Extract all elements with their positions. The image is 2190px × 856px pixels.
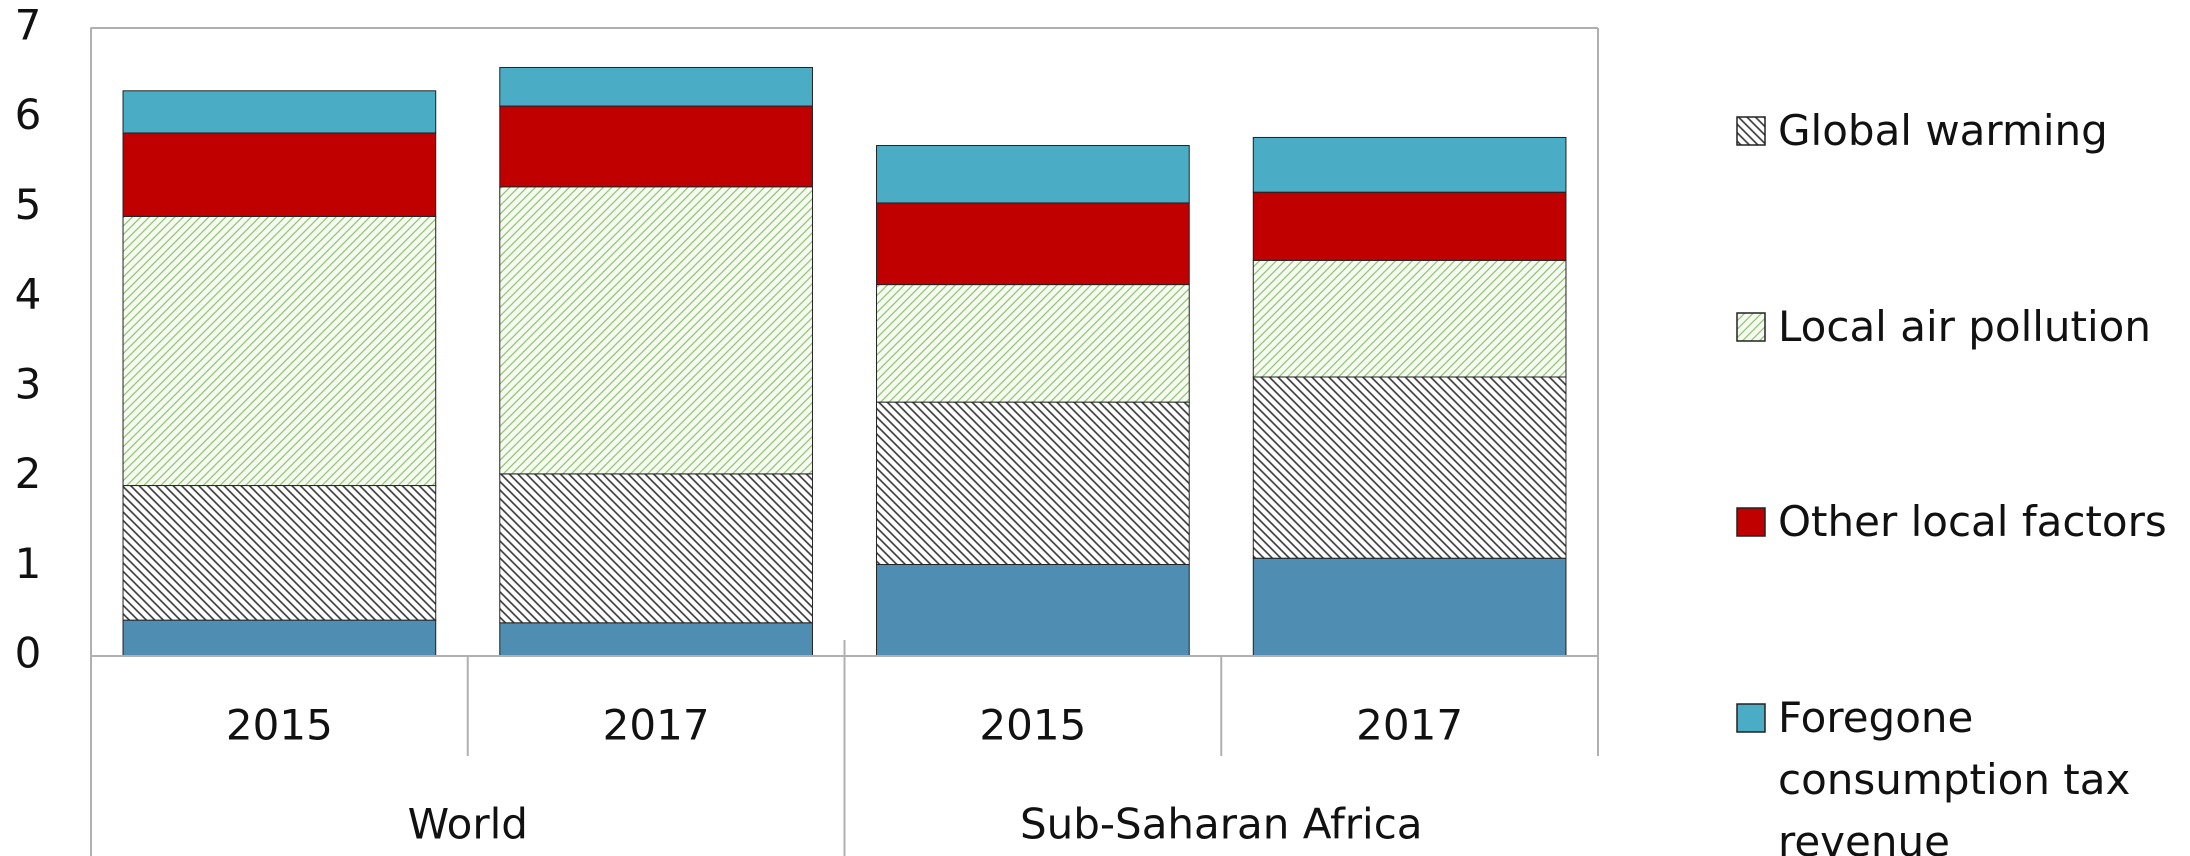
y-tick-label: 6 xyxy=(15,90,42,139)
x-tick-label: 2017 xyxy=(1356,701,1463,750)
chart: 0 1 2 3 4 5 6 7 2015 2017 2015 2017 World Sub-Saharan… xyxy=(15,1,1599,856)
bar-segment xyxy=(122,132,437,217)
legend-label: Foregone consumption tax revenue xyxy=(1778,693,2131,856)
bar-segment xyxy=(499,105,813,188)
bar-segment xyxy=(1252,376,1567,559)
legend-label: Local air pollution xyxy=(1778,302,2151,351)
bar-segment xyxy=(1252,136,1567,193)
y-tick-label: 5 xyxy=(15,180,42,229)
legend-swatch-box xyxy=(1736,507,1766,537)
legend-item: Other local factors xyxy=(1736,491,2188,553)
legend-swatch xyxy=(1736,312,1766,342)
group-label: Sub-Saharan Africa xyxy=(1020,800,1423,849)
legend-swatch xyxy=(1736,703,1766,733)
legend-swatch-box xyxy=(1736,116,1766,146)
x-tick-label: 2015 xyxy=(979,701,1086,750)
x-tick-label: 2015 xyxy=(226,701,333,750)
bar-segment xyxy=(876,284,1190,403)
bar-segment xyxy=(876,563,1190,657)
bar-segment xyxy=(876,202,1190,286)
y-tick-label: 4 xyxy=(15,270,42,319)
bar-segment xyxy=(1252,259,1567,378)
legend-label: Other local factors xyxy=(1778,497,2167,546)
legend-swatch-box xyxy=(1736,703,1766,733)
bar-segment xyxy=(499,473,813,624)
bar-segment xyxy=(1252,191,1567,261)
legend-swatch-box xyxy=(1736,312,1766,342)
legend-item: Foregone consumption tax revenue xyxy=(1736,687,2188,856)
bar-segment xyxy=(499,186,813,475)
bar-segment xyxy=(122,485,437,621)
y-tick-label: 7 xyxy=(15,1,42,50)
legend: Foregone consumption tax revenue Other lo… xyxy=(1736,0,2190,856)
legend-label: Global warming xyxy=(1778,106,2108,155)
bar-segment xyxy=(499,622,813,657)
legend-item: Local air pollution xyxy=(1736,296,2188,358)
bar-segment xyxy=(876,401,1190,565)
group-label: World xyxy=(408,800,528,849)
legend-swatch xyxy=(1736,116,1766,146)
bar-segment xyxy=(122,90,437,134)
bar-segment xyxy=(876,145,1190,204)
x-tick-label: 2017 xyxy=(603,701,710,750)
legend-item: Global warming xyxy=(1736,100,2188,162)
y-tick-label: 2 xyxy=(15,449,42,498)
bar-segment xyxy=(122,619,437,657)
y-tick-label: 1 xyxy=(15,539,42,588)
bar-segment xyxy=(499,66,813,107)
y-tick-label: 3 xyxy=(15,359,42,408)
bar-segment xyxy=(122,215,437,487)
legend-swatch xyxy=(1736,507,1766,537)
bar-segment xyxy=(1252,557,1567,657)
y-tick-label: 0 xyxy=(15,629,42,678)
